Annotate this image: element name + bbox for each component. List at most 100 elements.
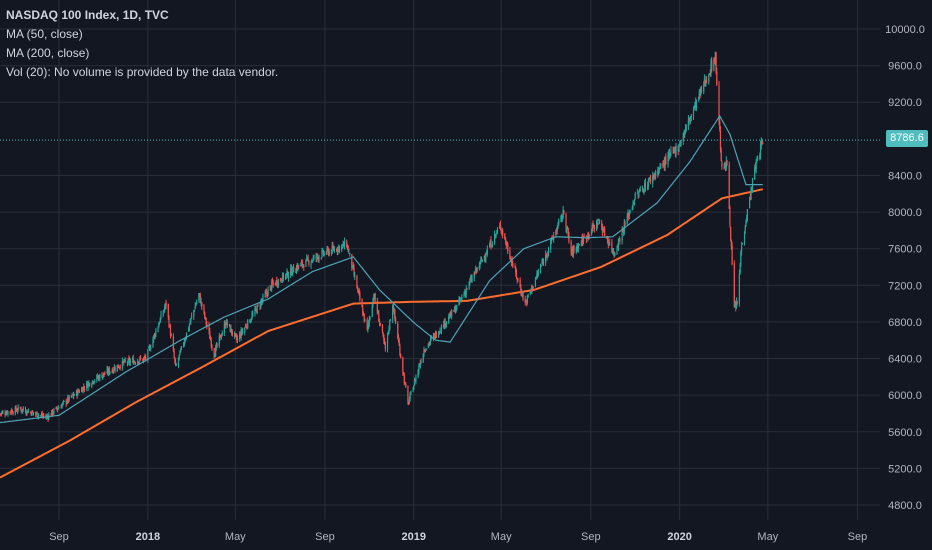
candle-body [546, 255, 548, 257]
candle-body [590, 230, 593, 236]
candle-body [489, 241, 491, 248]
candle-body [332, 245, 334, 249]
candle-body [71, 394, 73, 397]
candle-body [377, 312, 379, 314]
candle-body [349, 253, 351, 255]
candle-body [184, 339, 186, 342]
candle-body [580, 243, 582, 245]
candle-body [201, 302, 203, 307]
candle-body [17, 406, 19, 411]
candle-body [378, 313, 380, 322]
candle-body [37, 416, 39, 418]
candle-body [282, 273, 284, 279]
candle-body [148, 346, 150, 348]
candle-body [234, 333, 236, 335]
candle-body [152, 339, 154, 348]
candle-body [593, 226, 596, 230]
candle-body [302, 264, 304, 266]
candle-body [249, 320, 251, 323]
candle-body [394, 309, 396, 318]
candle-body [529, 291, 531, 295]
candle-body [762, 143, 764, 145]
candle-body [81, 388, 83, 392]
candle-body [399, 346, 401, 356]
candle-body [341, 245, 343, 250]
legend-ma200[interactable]: MA (200, close) [6, 46, 90, 60]
candle-body [51, 410, 53, 416]
candle-body [21, 409, 23, 411]
candle-body [220, 334, 222, 338]
candle-body [655, 171, 657, 177]
candle-body [582, 237, 585, 243]
candle-body [759, 155, 761, 160]
x-tick-label: 2019 [402, 531, 426, 543]
y-tick-label: 6800.0 [888, 317, 922, 329]
candle-body [287, 271, 289, 278]
candle-body [388, 329, 390, 331]
candle-body [698, 91, 700, 98]
candle-body [287, 275, 290, 278]
candle-body [376, 300, 378, 313]
candle-body [723, 166, 725, 168]
candle-body [720, 149, 722, 161]
candle-body [608, 244, 610, 246]
legend-title[interactable]: NASDAQ 100 Index, 1D, TVC [6, 8, 169, 22]
candle-body [56, 407, 58, 409]
candle-body [591, 224, 593, 232]
candle-body [631, 206, 633, 211]
candle-body [372, 298, 374, 306]
candle-body [255, 307, 257, 309]
candle-body [42, 415, 44, 417]
candle-body [321, 251, 323, 258]
candle-body [154, 334, 156, 336]
candle-body [93, 382, 95, 384]
legend-volume[interactable]: Vol (20): No volume is provided by the d… [6, 65, 279, 79]
candle-body [160, 313, 162, 320]
candle-body [504, 237, 507, 243]
candle-body [290, 267, 292, 276]
candle-body [700, 87, 702, 95]
candle-body [708, 74, 711, 76]
candle-body [622, 230, 625, 232]
candle-body [657, 169, 660, 175]
candle-body [648, 178, 650, 181]
candle-body [296, 265, 298, 270]
candle-body [239, 334, 241, 338]
candle-body [311, 260, 314, 262]
legend-ma50[interactable]: MA (50, close) [6, 27, 83, 41]
candle-body [255, 309, 258, 313]
candle-body [277, 279, 279, 286]
candle-body [448, 316, 450, 323]
candle-body [662, 163, 664, 166]
candle-body [245, 326, 247, 328]
candle-body [490, 239, 492, 248]
candle-body [76, 390, 78, 396]
candle-body [150, 347, 152, 349]
candle-body [378, 321, 381, 323]
candle-body [92, 381, 94, 384]
x-tick-label: Sep [581, 531, 601, 543]
candle-body [669, 153, 671, 157]
candle-body [566, 227, 568, 230]
candle-body [117, 364, 119, 368]
candle-body [760, 141, 762, 146]
candle-body [479, 260, 481, 265]
candle-body [353, 268, 355, 276]
candle-body [439, 330, 441, 332]
candle-body [756, 159, 758, 161]
candle-body [57, 407, 59, 410]
candle-body [674, 146, 676, 155]
candle-body [204, 317, 207, 319]
candle-body [499, 224, 502, 229]
candle-body [175, 364, 177, 366]
candle-body [740, 252, 742, 265]
candle-body [555, 231, 558, 233]
candle-body [333, 248, 335, 252]
candle-body [158, 322, 161, 324]
candle-body [199, 295, 201, 303]
candle-body [346, 241, 348, 248]
candle-body [382, 333, 384, 337]
candle-body [158, 323, 160, 328]
candle-body [652, 175, 654, 184]
